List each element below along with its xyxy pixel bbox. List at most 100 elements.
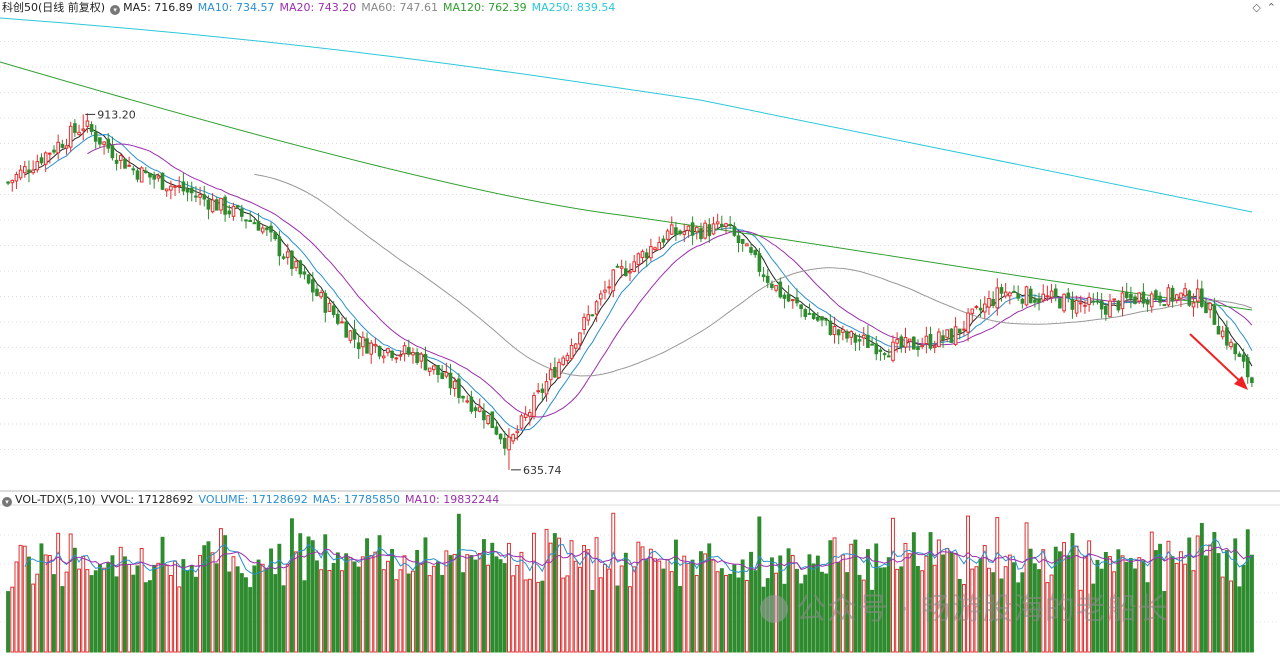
- volume-bar: [557, 537, 561, 653]
- volume-bar: [899, 566, 904, 653]
- candle-body: [1037, 298, 1041, 303]
- settings-icon[interactable]: ▾: [110, 5, 121, 15]
- volume-bar: [732, 564, 737, 653]
- candle-body: [361, 336, 365, 348]
- candle-body: [52, 149, 56, 153]
- candle-body: [895, 339, 899, 344]
- candle-body: [507, 436, 511, 451]
- candle-body: [477, 406, 482, 412]
- volume-ma10-legend: MA10: 19832244: [405, 493, 500, 506]
- price-legend: 科创50(日线 前复权) ▾ MA5: 716.89 MA10: 734.57 MA20…: [2, 1, 620, 15]
- candle-body: [565, 354, 570, 362]
- candle-body: [978, 307, 983, 311]
- volume-bar: [507, 542, 511, 653]
- volume-bar: [594, 537, 599, 653]
- volume-bar: [194, 576, 198, 653]
- volume-bar: [168, 575, 173, 653]
- volume-bar: [874, 543, 879, 653]
- volume-bar: [561, 577, 566, 653]
- volume-bar: [1108, 556, 1112, 653]
- volume-bar: [582, 545, 586, 653]
- candle-body: [402, 345, 407, 355]
- volume-bar: [323, 534, 328, 653]
- volume-bar: [143, 582, 148, 653]
- volume-bar: [586, 549, 591, 653]
- volume-bar: [1237, 586, 1242, 653]
- candle-body: [227, 210, 232, 215]
- candle-body: [1099, 300, 1104, 310]
- candle-body: [340, 321, 344, 324]
- candle-body: [85, 120, 90, 127]
- volume-bar: [690, 559, 695, 653]
- volume-bar: [148, 580, 152, 653]
- candle-body: [294, 260, 298, 269]
- candle-body: [991, 298, 995, 306]
- candle-body: [415, 352, 419, 363]
- volume-settings-icon[interactable]: ▾: [2, 497, 12, 507]
- volume-bar: [790, 555, 795, 653]
- candle-body: [636, 253, 641, 266]
- volume-bar: [920, 570, 925, 653]
- candle-body: [319, 292, 323, 298]
- volume-bar: [1204, 555, 1208, 653]
- volume-bar: [315, 560, 319, 653]
- volume-bar: [995, 517, 1000, 653]
- volume-ma10-line: [45, 546, 1253, 571]
- candle-body: [248, 220, 252, 222]
- volume-bar: [306, 536, 311, 653]
- candle-body: [423, 353, 428, 371]
- volume-bar: [707, 543, 712, 653]
- volume-bar: [22, 545, 27, 653]
- candle-body: [1062, 293, 1066, 312]
- candle-body: [607, 286, 611, 289]
- candle-body: [1145, 300, 1150, 305]
- volume-bar: [1049, 574, 1054, 653]
- volume-bar: [799, 583, 804, 653]
- candle-body: [820, 316, 824, 321]
- candle-body: [928, 333, 933, 349]
- candle-body: [39, 157, 44, 164]
- volume-bar: [811, 563, 816, 653]
- candle-body: [1074, 300, 1079, 314]
- volume-bar: [502, 563, 507, 653]
- candle-body: [1245, 357, 1250, 378]
- volume-bar: [1020, 572, 1025, 653]
- candle-body: [135, 170, 140, 180]
- volume-bar: [248, 587, 253, 653]
- ma120-line: [0, 61, 1253, 311]
- candle-body: [327, 302, 332, 312]
- volume-ma5-legend: MA5: 17785850: [312, 493, 401, 506]
- volume-bar: [223, 535, 228, 653]
- volume-bar: [72, 547, 77, 653]
- volume-bar: [1224, 550, 1229, 653]
- volume-bar: [548, 542, 553, 653]
- candle-body: [398, 354, 403, 357]
- candle-body: [231, 205, 236, 217]
- candle-body: [1120, 292, 1125, 310]
- candle-body: [941, 335, 945, 341]
- candle-body: [1024, 286, 1029, 306]
- volume-bar: [486, 564, 491, 653]
- candle-body: [761, 274, 766, 278]
- diamond-icon[interactable]: ◇: [1252, 1, 1261, 14]
- volume-bar: [77, 568, 81, 653]
- volume-bar: [256, 559, 261, 653]
- volume-bar: [456, 513, 461, 653]
- candle-body: [711, 223, 716, 235]
- volume-bar: [974, 566, 979, 653]
- volume-legend: ▾ VOL-TDX(5,10) VVOL: 17128692 VOLUME: 1712…: [2, 493, 504, 507]
- volume-title: VOL-TDX(5,10): [15, 493, 96, 506]
- candle-body: [411, 352, 415, 356]
- caret-up-icon[interactable]: ⌃: [1266, 1, 1276, 14]
- volume-bar: [411, 570, 415, 653]
- volume-bar: [878, 567, 883, 653]
- volume-bar: [252, 565, 257, 653]
- volume-bar: [47, 555, 52, 653]
- volume-bar: [219, 528, 223, 653]
- volume-bar: [669, 571, 674, 653]
- volume-bar: [490, 542, 495, 653]
- candle-body: [198, 194, 202, 198]
- candle-body: [590, 314, 595, 317]
- candle-body: [189, 187, 194, 194]
